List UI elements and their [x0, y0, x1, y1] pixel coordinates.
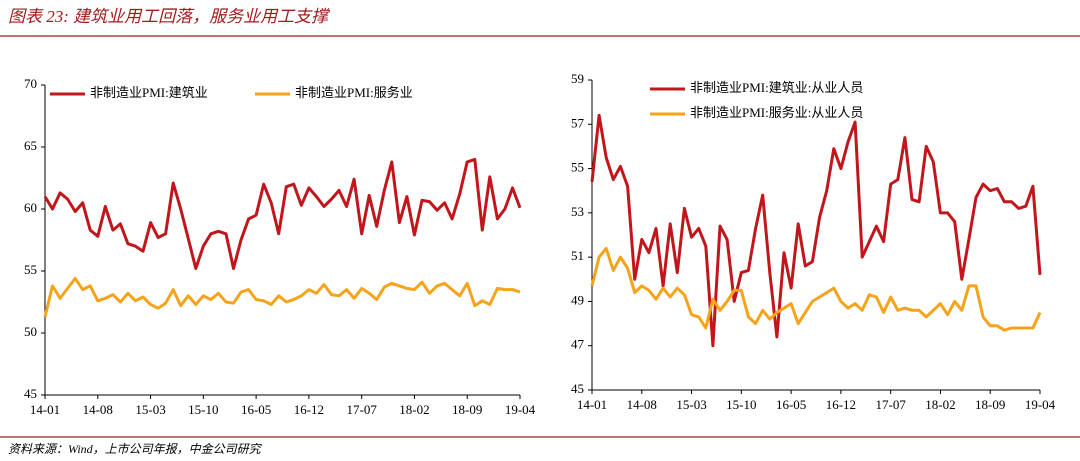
x-tick-label: 14-01	[577, 397, 607, 412]
y-tick-label: 55	[571, 160, 584, 175]
y-tick-label: 51	[571, 248, 584, 263]
legend-label: 非制造业PMI:建筑业:从业人员	[690, 80, 863, 95]
x-tick-label: 18-02	[399, 402, 429, 417]
x-tick-label: 19-04	[505, 402, 536, 417]
x-tick-label: 14-08	[627, 397, 657, 412]
y-tick-label: 45	[571, 381, 584, 396]
line-series	[43, 157, 522, 270]
x-tick-label: 14-08	[83, 402, 113, 417]
x-tick-label: 17-07	[875, 397, 906, 412]
legend-label: 非制造业PMI:建筑业	[90, 85, 208, 100]
x-tick-label: 18-09	[452, 402, 482, 417]
x-tick-label: 16-12	[826, 397, 856, 412]
y-tick-label: 47	[571, 337, 585, 352]
source-note: 资料来源：Wind，上市公司年报，中金公司研究	[8, 442, 263, 456]
legend-label: 非制造业PMI:服务业	[295, 85, 413, 100]
x-tick-label: 18-02	[925, 397, 955, 412]
x-tick-label: 15-10	[726, 397, 756, 412]
x-tick-label: 14-01	[30, 402, 60, 417]
y-tick-label: 53	[571, 204, 584, 219]
y-tick-label: 59	[571, 71, 584, 86]
x-tick-label: 16-05	[776, 397, 806, 412]
y-tick-label: 60	[24, 200, 37, 215]
x-tick-label: 16-12	[294, 402, 324, 417]
line-series	[43, 276, 521, 318]
line-series	[590, 246, 1042, 332]
y-tick-label: 45	[24, 386, 37, 401]
y-tick-label: 70	[24, 76, 37, 91]
x-tick-label: 17-07	[346, 402, 377, 417]
y-tick-label: 49	[571, 292, 584, 307]
x-tick-label: 19-04	[1025, 397, 1056, 412]
line-series	[590, 113, 1042, 348]
page-title: 图表 23: 建筑业用工回落，服务业用工支撑	[8, 7, 330, 26]
y-tick-label: 50	[24, 324, 37, 339]
y-tick-label: 57	[571, 115, 585, 130]
y-tick-label: 65	[24, 138, 37, 153]
x-tick-label: 15-10	[188, 402, 218, 417]
y-tick-label: 55	[24, 262, 37, 277]
x-tick-label: 16-05	[241, 402, 271, 417]
x-tick-label: 15-03	[135, 402, 165, 417]
legend-label: 非制造业PMI:服务业:从业人员	[690, 105, 863, 120]
x-tick-label: 15-03	[676, 397, 706, 412]
x-tick-label: 18-09	[975, 397, 1005, 412]
